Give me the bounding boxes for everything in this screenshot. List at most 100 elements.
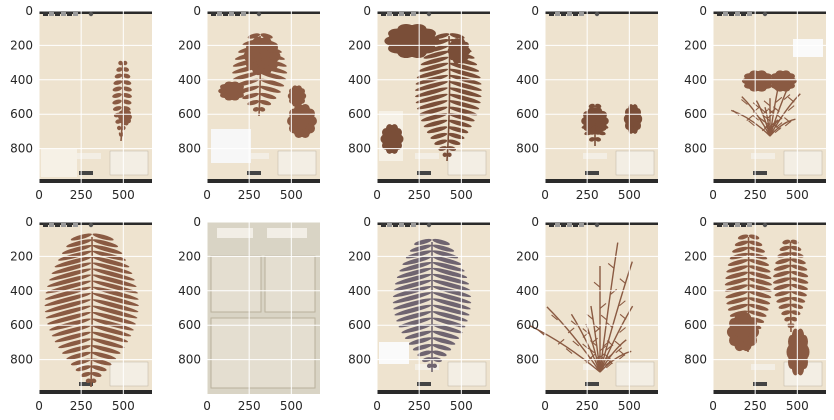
specimen-panel-1: 0 200 400 600 800 0 250 500 [0,0,158,208]
y-tick-label: 400 [348,284,371,298]
color-ruler [43,222,94,228]
y-tick-label: 0 [193,4,201,18]
specimen-labels [751,150,823,176]
x-tick-label: 500 [112,188,135,202]
grid-lines [544,221,658,394]
x-tick-label: 500 [112,399,135,413]
y-tick-label: 200 [684,38,707,52]
x-tick-label: 500 [618,399,641,413]
specimen-panel-10: 0 200 400 600 800 0 250 500 [674,211,832,419]
x-tick-label: 250 [70,399,93,413]
y-tick-label: 400 [684,284,707,298]
y-tick-label: 400 [516,284,539,298]
y-tick-label: 0 [25,4,33,18]
y-tick-label: 600 [684,107,707,121]
specimen-labels [245,150,317,176]
x-tick-label: 250 [238,399,261,413]
x-tick-label: 0 [709,399,717,413]
y-tick-label: 0 [531,215,539,229]
specimen-panel-7: 0 200 400 600 800 0 250 500 [168,211,326,419]
y-tick-label: 400 [684,73,707,87]
specimen-labels [583,150,655,176]
specimen-panel-8: 0 200 400 600 800 0 250 500 [338,211,496,419]
y-tick-label: 800 [516,353,539,367]
grid-lines [206,10,320,183]
y-tick-label: 200 [684,249,707,263]
grid-lines [376,10,490,183]
x-tick-label: 500 [280,399,303,413]
specimen-drawing [218,33,317,138]
x-tick-label: 500 [786,399,809,413]
specimen-panel-9: 0 200 400 600 800 0 250 500 [506,211,664,419]
y-tick-label: 0 [363,4,371,18]
y-tick-label: 400 [10,73,33,87]
specimen-labels [415,150,487,176]
grid-lines [38,221,152,394]
y-tick-label: 200 [348,38,371,52]
x-tick-label: 500 [618,188,641,202]
x-tick-label: 250 [576,188,599,202]
y-tick-label: 200 [10,38,33,52]
y-tick-label: 0 [699,4,707,18]
y-tick-label: 800 [684,142,707,156]
y-tick-label: 600 [348,107,371,121]
y-tick-label: 600 [348,318,371,332]
y-tick-label: 200 [516,38,539,52]
grid-lines [206,221,320,394]
y-tick-label: 0 [363,215,371,229]
specimen-labels [77,150,149,176]
y-tick-label: 800 [348,142,371,156]
color-ruler [549,222,600,228]
x-tick-label: 250 [408,399,431,413]
panel-svg: 0 200 400 600 800 0 250 500 [516,215,658,413]
x-tick-label: 250 [238,188,261,202]
grid-lines [38,10,152,183]
x-tick-label: 500 [450,188,473,202]
x-tick-label: 0 [35,399,43,413]
y-tick-label: 0 [531,4,539,18]
y-tick-label: 800 [348,353,371,367]
specimen-panel-4: 0 200 400 600 800 0 250 500 [506,0,664,208]
y-tick-label: 400 [10,284,33,298]
specimen-panel-5: 0 200 400 600 800 0 250 500 [674,0,832,208]
grid-lines [712,221,826,394]
panel-svg: 0 200 400 600 800 0 250 500 [10,215,152,413]
y-tick-label: 600 [684,318,707,332]
panel-svg: 0 200 400 600 800 0 250 500 [684,4,826,202]
specimen-panel-3: 0 200 400 600 800 0 250 500 [338,0,496,208]
color-ruler [381,11,432,17]
grid-lines [544,10,658,183]
x-tick-label: 250 [744,399,767,413]
specimen-drawing [44,233,139,388]
y-tick-label: 800 [516,142,539,156]
panel-svg: 0 200 400 600 800 0 250 500 [516,4,658,202]
y-tick-label: 0 [193,215,201,229]
specimen-labels [415,361,487,387]
panel-svg: 0 200 400 600 800 0 250 500 [684,215,826,413]
x-tick-label: 500 [786,188,809,202]
x-tick-label: 250 [70,188,93,202]
y-tick-label: 800 [10,353,33,367]
y-tick-label: 0 [25,215,33,229]
specimen-drawing [529,242,634,373]
panel-svg: 0 200 400 600 800 0 250 500 [348,215,490,413]
y-tick-label: 200 [348,249,371,263]
panel-svg: 0 200 400 600 800 0 250 500 [10,4,152,202]
x-tick-label: 250 [744,188,767,202]
y-tick-label: 400 [516,73,539,87]
x-tick-label: 0 [373,399,381,413]
x-tick-label: 500 [280,188,303,202]
x-tick-label: 0 [373,188,381,202]
panel-svg: 0 200 400 600 800 0 250 500 [178,4,320,202]
color-ruler [211,11,262,17]
y-tick-label: 600 [10,107,33,121]
y-tick-label: 0 [699,215,707,229]
x-tick-label: 0 [203,399,211,413]
grid-lines [712,10,826,183]
x-tick-label: 250 [408,188,431,202]
x-tick-label: 0 [203,188,211,202]
specimen-drawing [207,222,320,394]
x-tick-label: 500 [450,399,473,413]
y-tick-label: 400 [348,73,371,87]
y-tick-label: 800 [178,353,201,367]
